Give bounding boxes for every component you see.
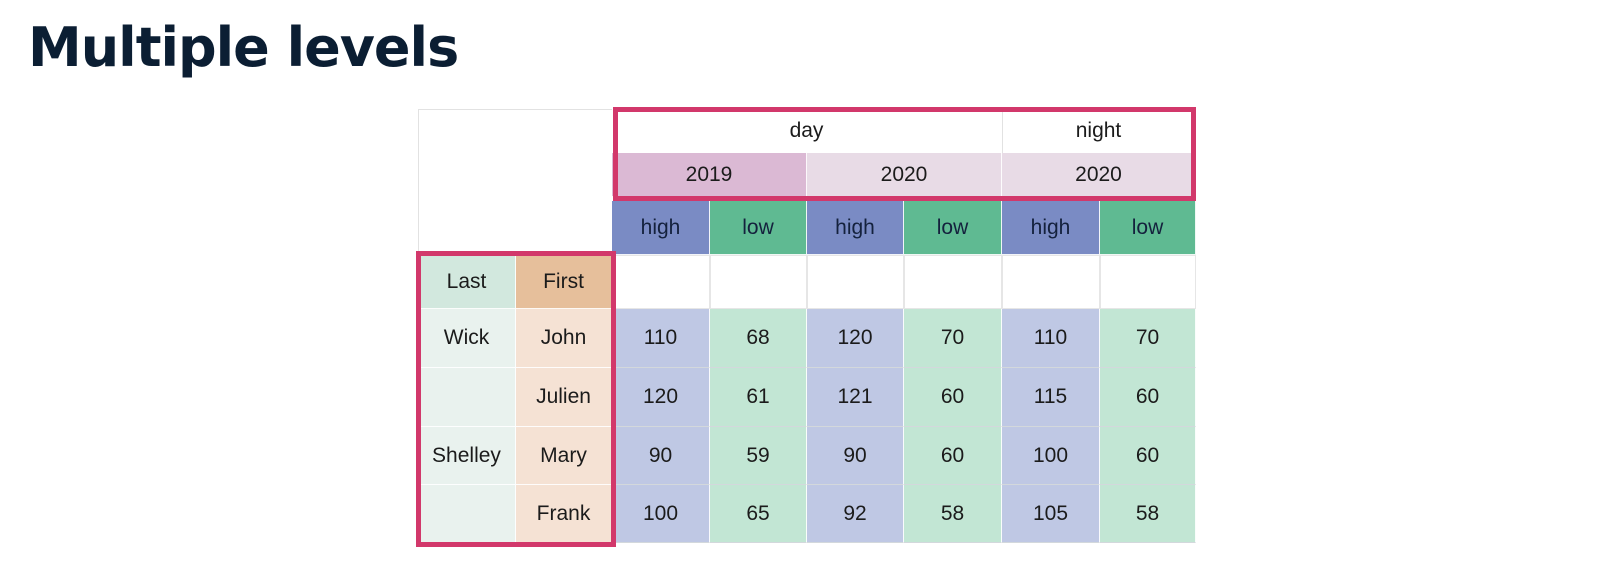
col-header-high: high — [1002, 201, 1100, 255]
col-header-year-2020-day: 2020 — [807, 153, 1002, 197]
empty-header-cell — [1100, 255, 1196, 309]
col-header-high: high — [807, 201, 904, 255]
table-cell: 58 — [1100, 485, 1196, 543]
index-name-last: Last — [418, 255, 516, 309]
table-cell: 65 — [710, 485, 807, 543]
row-index-last — [418, 485, 516, 543]
col-header-day: day — [612, 109, 1002, 153]
table-cell: 58 — [904, 485, 1002, 543]
table-cell: 90 — [807, 427, 904, 485]
empty-header-cell — [710, 255, 807, 309]
row-index-first: Julien — [516, 368, 612, 427]
table-cell: 100 — [612, 485, 710, 543]
col-header-high: high — [612, 201, 710, 255]
col-header-low: low — [710, 201, 807, 255]
table-cell: 68 — [710, 309, 807, 368]
col-header-night: night — [1002, 109, 1196, 153]
empty-header-cell — [904, 255, 1002, 309]
table-cell: 90 — [612, 427, 710, 485]
table-cell: 59 — [710, 427, 807, 485]
table-cell: 110 — [612, 309, 710, 368]
row-index-first: Frank — [516, 485, 612, 543]
empty-header-cell — [1002, 255, 1100, 309]
table-cell: 61 — [710, 368, 807, 427]
table-cell: 105 — [1002, 485, 1100, 543]
row-index-first: Mary — [516, 427, 612, 485]
row-index-last: Shelley — [418, 427, 516, 485]
table-cell: 70 — [1100, 309, 1196, 368]
table-cell: 115 — [1002, 368, 1100, 427]
table-cell: 120 — [612, 368, 710, 427]
col-header-low: low — [1100, 201, 1196, 255]
table-cell: 100 — [1002, 427, 1100, 485]
table-cell: 60 — [1100, 427, 1196, 485]
index-name-first: First — [516, 255, 612, 309]
col-header-year-2019: 2019 — [612, 153, 807, 197]
table-cell: 70 — [904, 309, 1002, 368]
row-index-last — [418, 368, 516, 427]
table-cell: 110 — [1002, 309, 1100, 368]
page-title: Multiple levels — [28, 16, 459, 79]
table-border-left — [418, 109, 419, 255]
table-border-top — [418, 109, 612, 110]
table-cell: 121 — [807, 368, 904, 427]
table-cell: 60 — [1100, 368, 1196, 427]
table-cell: 92 — [807, 485, 904, 543]
empty-header-cell — [807, 255, 904, 309]
header-divider — [1002, 109, 1003, 153]
table-cell: 60 — [904, 368, 1002, 427]
table-cell: 60 — [904, 427, 1002, 485]
col-header-year-2020-night: 2020 — [1002, 153, 1196, 197]
empty-header-cell — [612, 255, 710, 309]
row-index-first: John — [516, 309, 612, 368]
multiindex-table: day night 2019 2020 2020 high low high low high lo… — [416, 107, 1196, 547]
row-index-last: Wick — [418, 309, 516, 368]
col-header-low: low — [904, 201, 1002, 255]
table-cell: 120 — [807, 309, 904, 368]
